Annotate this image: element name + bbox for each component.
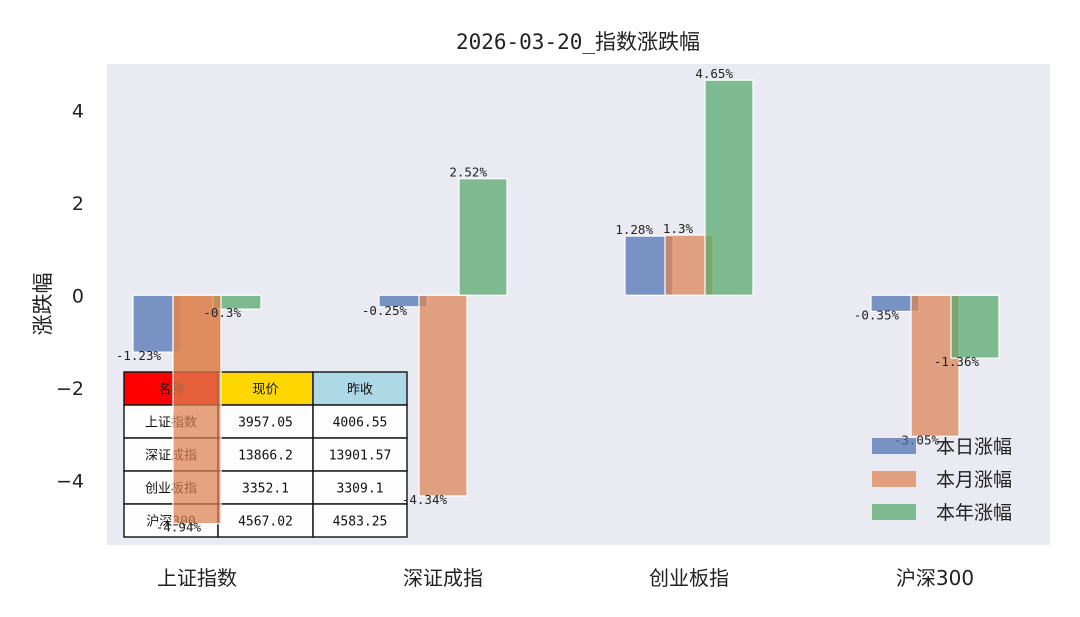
data-label: 1.28% (615, 222, 653, 237)
data-label: -0.3% (203, 305, 241, 320)
data-label: -1.36% (934, 354, 980, 369)
y-tick-label: 0 (72, 285, 84, 307)
bar-overlay (172, 294, 222, 525)
data-label: 2.52% (449, 165, 487, 180)
data-label: -4.34% (402, 492, 448, 507)
data-label: -4.94% (156, 520, 202, 535)
x-tick-label: 上证指数 (157, 566, 237, 590)
legend-swatch (872, 504, 916, 520)
y-tick-label: 4 (72, 100, 84, 122)
data-label: -0.35% (854, 307, 900, 322)
data-label: -0.25% (362, 303, 408, 318)
table-cell-text: 3309.1 (337, 482, 384, 497)
table-cell (312, 470, 408, 505)
y-tick-label: −2 (56, 378, 84, 400)
chart-title: 2026-03-20_指数涨跌幅 (456, 30, 700, 54)
x-tick-label: 深证成指 (403, 566, 483, 590)
y-axis-ticks: 4 2 0 −2 −4 (56, 100, 84, 492)
y-axis-label: 涨跌幅 (31, 273, 55, 336)
legend-swatch (872, 471, 916, 487)
table-cell (312, 437, 408, 472)
table-cell-text: 4006.55 (333, 416, 388, 431)
x-tick-label: 创业板指 (649, 566, 729, 590)
legend-label: 本年涨幅 (936, 502, 1012, 524)
bar (704, 79, 754, 296)
legend-swatch (872, 438, 916, 454)
table-header-text: 现价 (252, 383, 278, 398)
table-cell-text: 4567.02 (238, 515, 293, 530)
y-tick-label: −4 (56, 470, 84, 492)
table-cell-text: 3957.05 (238, 416, 293, 431)
legend-label: 本月涨幅 (936, 469, 1012, 491)
table-cell (312, 503, 408, 538)
table-cell-text: 13866.2 (238, 449, 293, 464)
data-labels: -1.23% -0.25% 1.28% -0.35% -4.94% -4.34% 1.3% -… (116, 66, 980, 535)
bar (458, 178, 508, 296)
table-cell-text: 13901.57 (329, 449, 392, 464)
y-tick-label: 2 (72, 193, 84, 215)
table-cell (217, 503, 314, 538)
bar (950, 294, 1000, 359)
table-header-text: 昨收 (347, 383, 373, 398)
data-label: -1.23% (116, 348, 162, 363)
data-label: 4.65% (695, 66, 733, 81)
table-cell-text: 3352.1 (242, 482, 289, 497)
table-cell (217, 470, 314, 505)
bar (418, 294, 468, 497)
data-label: 1.3% (663, 221, 694, 236)
legend-label: 本日涨幅 (936, 436, 1012, 458)
table-cell (312, 404, 408, 439)
x-axis-ticks: 上证指数 深证成指 创业板指 沪深300 (157, 566, 974, 590)
table-cell-text: 4583.25 (333, 515, 388, 530)
table-header-cell (312, 371, 408, 406)
x-tick-label: 沪深300 (896, 566, 974, 590)
